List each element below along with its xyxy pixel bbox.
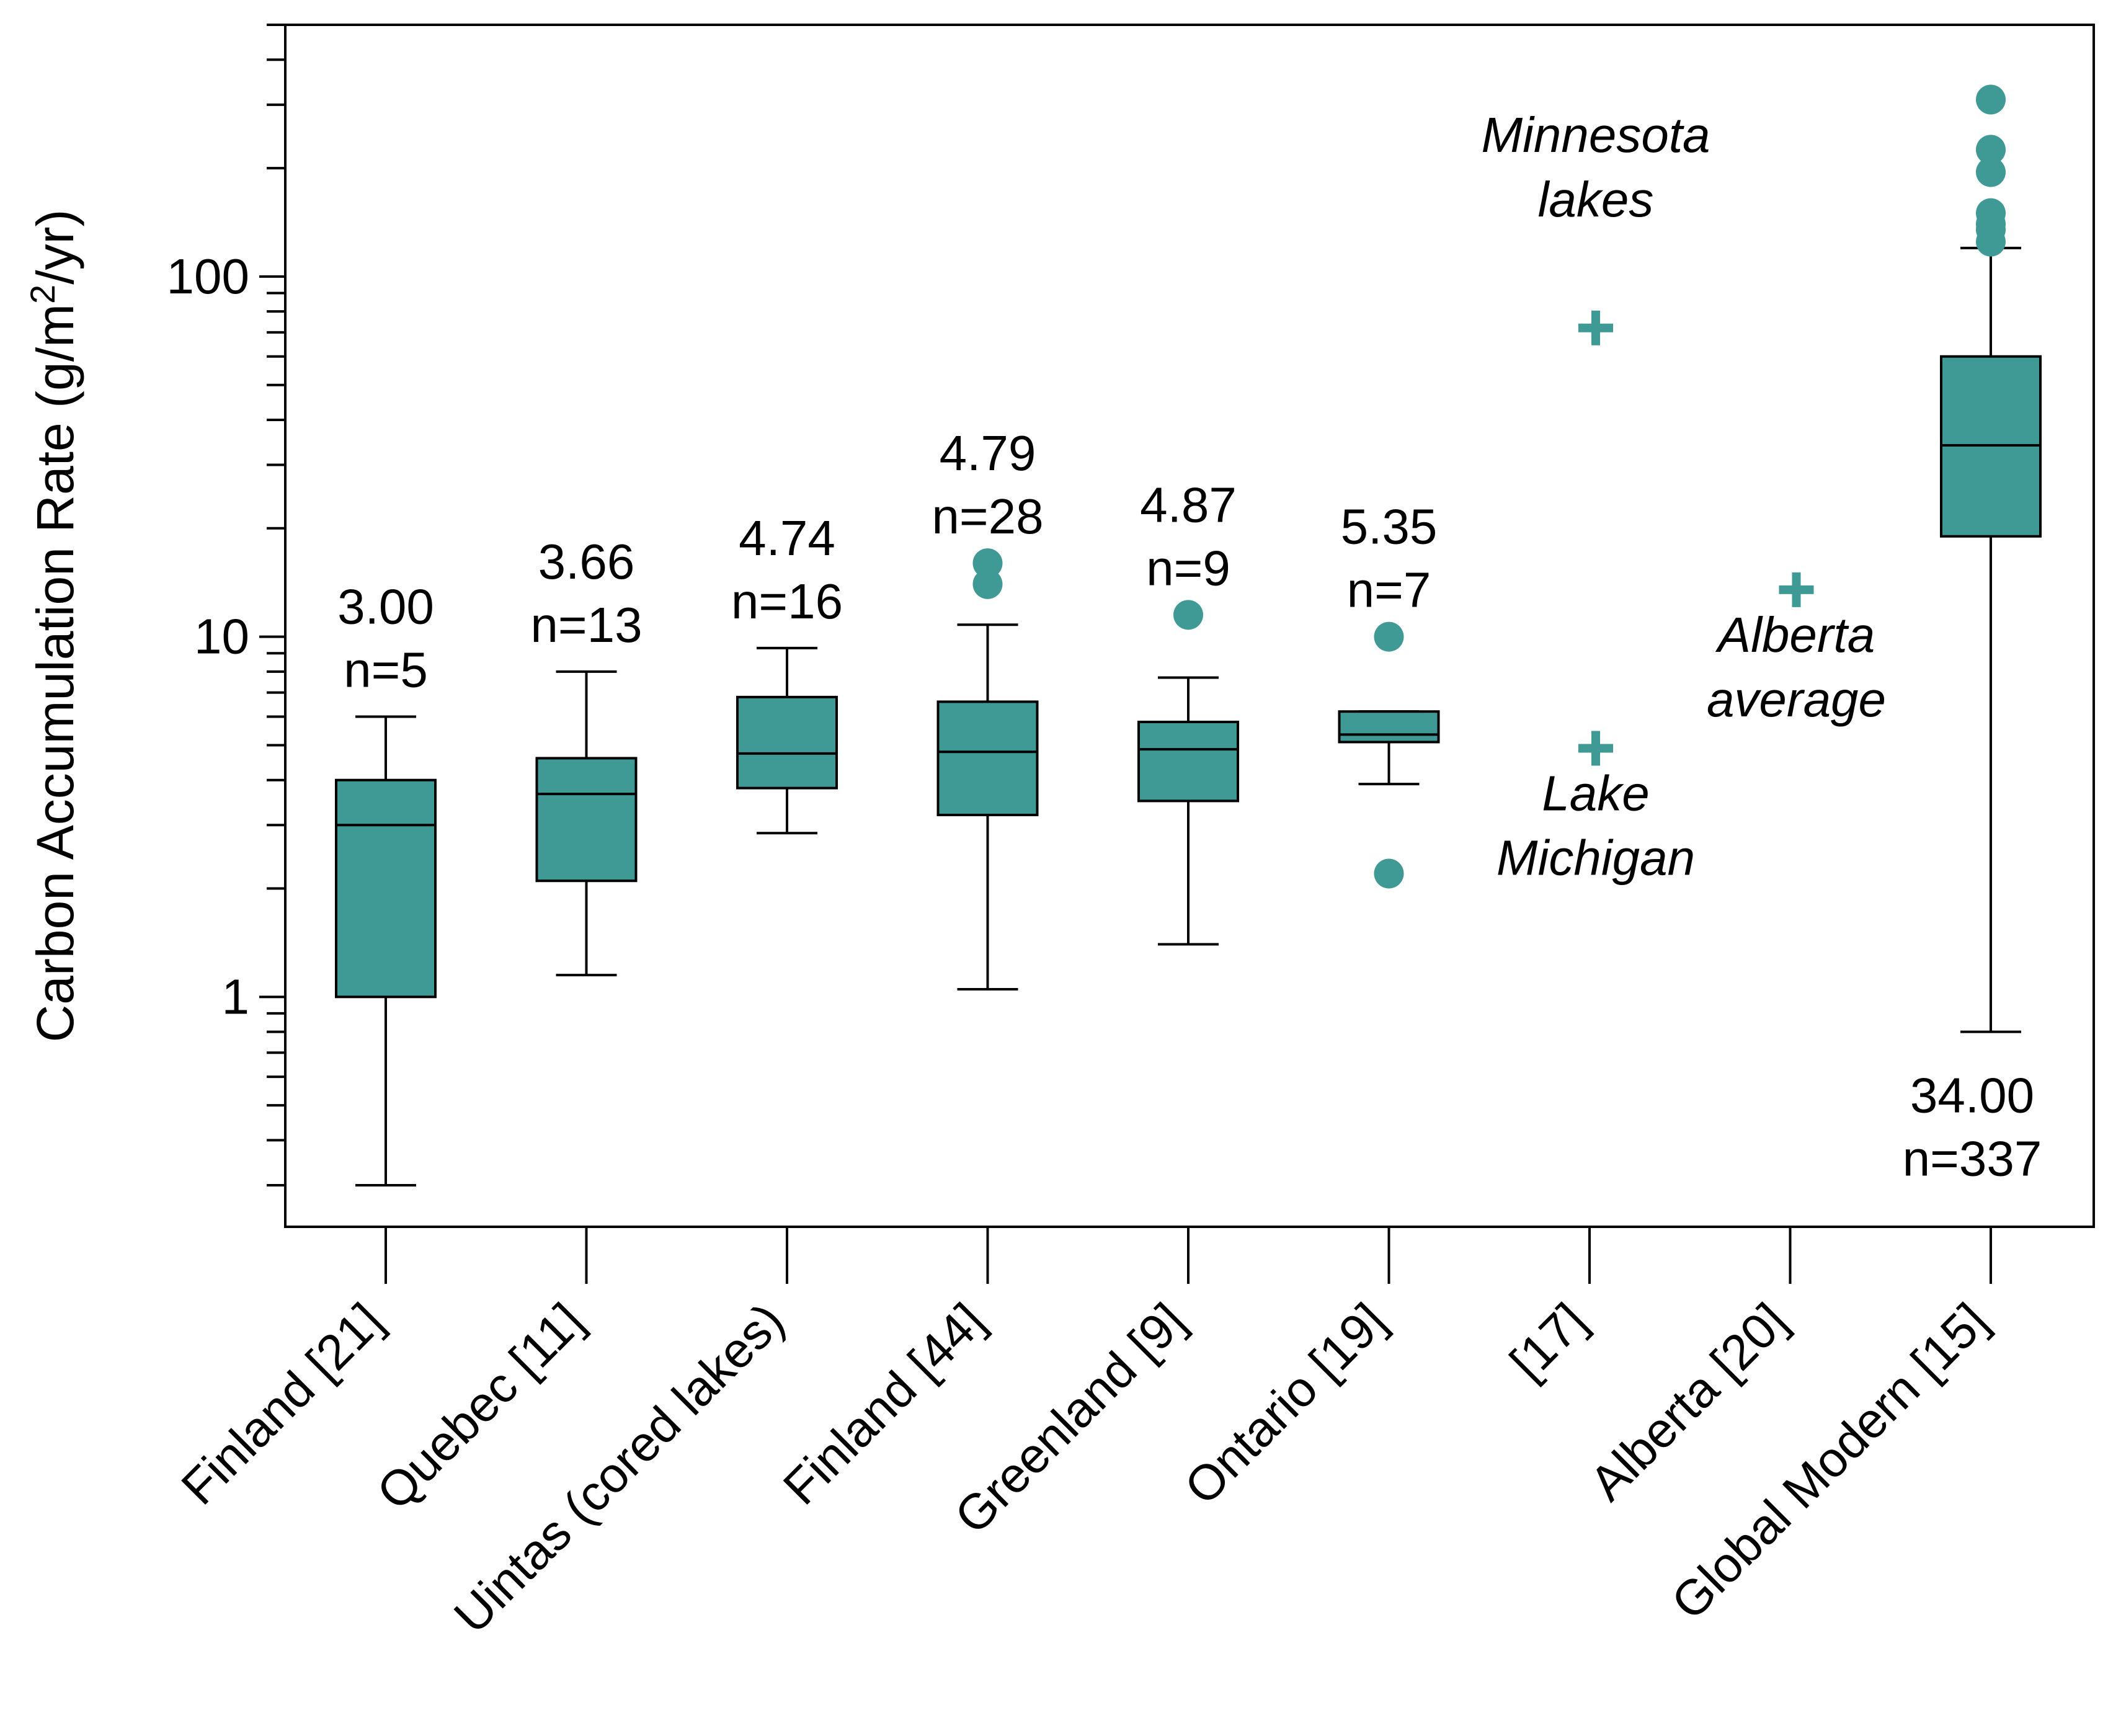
y-axis: 1 10 100 xyxy=(167,24,285,1186)
point-label: Michigan xyxy=(1497,830,1695,886)
n-count-label: n=13 xyxy=(530,597,642,652)
x-tick-label-uintas-cored-lakes: Uintas (cored lakes) xyxy=(443,1293,794,1644)
point-group-lake-michigan: Lake Michigan xyxy=(1497,731,1695,886)
point-label: Minnesota xyxy=(1481,107,1710,162)
y-tick-label: 1 xyxy=(222,969,250,1024)
x-tick-label-alberta-20: Alberta [20] xyxy=(1579,1293,1797,1511)
outlier-point xyxy=(1173,600,1203,630)
box-iqr xyxy=(335,778,437,999)
box-group-finland-44: 4.79 n=28 xyxy=(932,425,1044,991)
box-group-uintas-cored-lakes: 4.74 n=16 xyxy=(731,510,843,835)
n-count-label: n=5 xyxy=(344,642,428,697)
box-group-greenland-9: 4.87 n=9 xyxy=(1137,477,1239,946)
box-group-ontario-19: 5.35 n=7 xyxy=(1338,499,1440,889)
outlier-point xyxy=(1976,198,2006,228)
median-value-label: 4.79 xyxy=(940,425,1036,481)
x-tick-label-ontario-19: Ontario [19] xyxy=(1174,1293,1397,1515)
n-count-label: n=16 xyxy=(731,574,843,629)
x-tick-label-quebec-11: Quebec [11] xyxy=(367,1293,594,1520)
box-group-global-modern-15: 34.00 n=337 xyxy=(1903,84,2042,1186)
median-value-label: 34.00 xyxy=(1910,1068,2034,1123)
point-group-alberta-average: Alberta average xyxy=(1707,572,1886,727)
x-tick-label-17: [17] xyxy=(1500,1293,1597,1390)
box-iqr xyxy=(535,757,638,883)
x-tick-label-finland-21: Finland [21] xyxy=(171,1293,393,1515)
point-label: Alberta xyxy=(1715,607,1875,662)
median-value-label: 3.00 xyxy=(337,579,434,634)
outlier-point xyxy=(972,548,1003,579)
n-count-label: n=337 xyxy=(1903,1131,2042,1186)
n-count-label: n=28 xyxy=(932,489,1043,544)
x-tick-label-finland-44: Finland [44] xyxy=(773,1293,995,1515)
box-group-quebec-11: 3.66 n=13 xyxy=(530,534,643,977)
outlier-point xyxy=(1976,84,2006,115)
box-iqr xyxy=(1137,721,1239,803)
outlier-point xyxy=(972,569,1003,599)
median-value-label: 3.66 xyxy=(538,534,635,589)
n-count-label: n=9 xyxy=(1146,540,1230,595)
outlier-point xyxy=(1976,157,2006,187)
y-axis-label: Carbon Accumulation Rate (g/m2/yr) xyxy=(23,209,84,1042)
box-group-finland-21: 3.00 n=5 xyxy=(335,579,437,1186)
median-value-label: 4.87 xyxy=(1140,477,1237,532)
plot-marks: 3.00 n=5 3.66 n=13 4.74 n=16 4.79 n=28 4.87 n=9 5.… xyxy=(335,84,2042,1186)
outlier-point xyxy=(1374,858,1404,889)
y-tick-label: 100 xyxy=(167,249,249,304)
outlier-point xyxy=(1374,621,1404,652)
box-iqr xyxy=(936,700,1039,816)
median-value-label: 4.74 xyxy=(739,510,835,566)
n-count-label: n=7 xyxy=(1347,563,1431,618)
box-iqr xyxy=(736,695,838,790)
x-axis: Finland [21]Quebec [11]Uintas (cored lak… xyxy=(171,1227,1998,1644)
point-label: average xyxy=(1707,672,1886,727)
box-iqr xyxy=(1338,710,1440,744)
y-tick-label: 10 xyxy=(194,609,249,664)
point-label: Lake xyxy=(1542,766,1649,821)
median-value-label: 5.35 xyxy=(1341,499,1438,554)
point-label: lakes xyxy=(1538,172,1654,227)
point-group-minnesota-lakes: Minnesota lakes xyxy=(1481,107,1710,345)
outlier-point xyxy=(1976,135,2006,165)
